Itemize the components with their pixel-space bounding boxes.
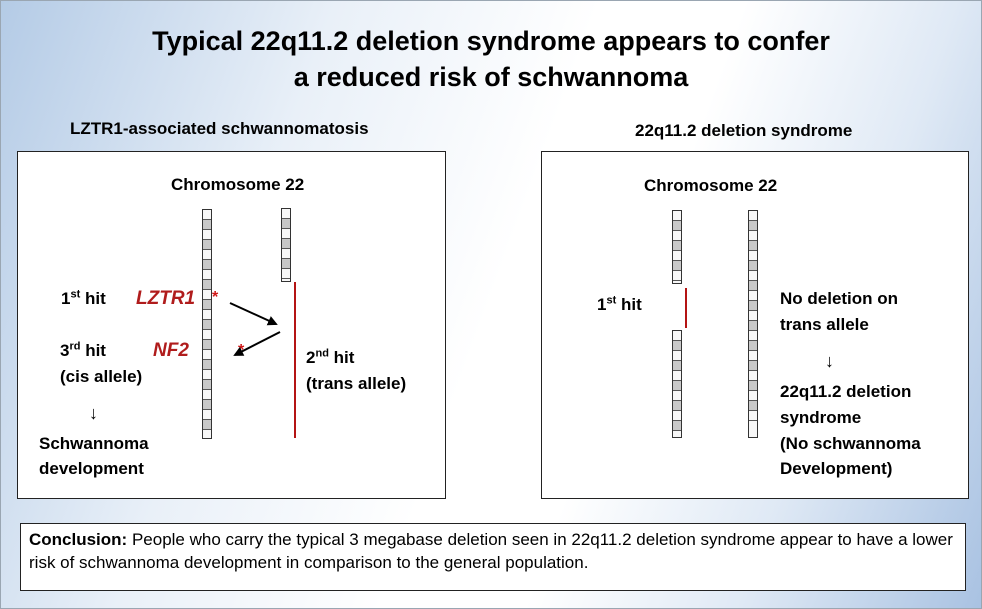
hit-arrows	[229, 302, 281, 356]
left-chromosome-cis	[202, 209, 212, 439]
left-panel-heading: LZTR1-associated schwannomatosis	[70, 119, 369, 138]
right-outcome-line-3: (No schwannoma	[780, 434, 921, 453]
left-chromosome-label: Chromosome 22	[171, 175, 305, 194]
right-first-hit-label: 1st hit	[597, 294, 642, 314]
left-down-arrow: ↓	[89, 403, 98, 423]
left-outcome-line-1: Schwannoma	[39, 434, 149, 453]
right-panel-heading: 22q11.2 deletion syndrome	[635, 121, 853, 140]
cis-allele-label: (cis allele)	[60, 367, 143, 386]
left-chromosome-trans-fragment	[281, 208, 291, 282]
right-outcome-line-4: Development)	[780, 459, 893, 478]
left-first-hit-label: 1st hit	[61, 288, 106, 308]
gene-lztr1-label: LZTR1	[136, 288, 196, 309]
right-outcome-line-2: syndrome	[780, 408, 862, 427]
lztr1-mutation-star: *	[212, 289, 219, 306]
right-deletion-marker	[685, 288, 687, 328]
no-deletion-line-1: No deletion on	[780, 289, 899, 308]
right-down-arrow: ↓	[825, 351, 834, 371]
left-deletion-marker	[294, 282, 296, 438]
left-second-hit-label: 2nd hit	[306, 347, 355, 367]
left-third-hit-label: 3rd hit	[60, 340, 106, 360]
right-chromosome-label: Chromosome 22	[644, 176, 778, 195]
arrow-to-second-hit	[229, 302, 278, 326]
right-chromosome-intact	[748, 210, 758, 438]
figure-title: Typical 22q11.2 deletion syndrome appear…	[1, 23, 981, 95]
gene-nf2-label: NF2	[153, 340, 189, 361]
right-chromosome-upper-segment	[672, 210, 682, 284]
right-panel: Chromosome 22 1st hit No deletion on tra…	[541, 151, 969, 499]
right-chromosome-lower-segment	[672, 330, 682, 438]
conclusion-box: Conclusion: People who carry the typical…	[20, 523, 966, 591]
conclusion-label: Conclusion:	[29, 530, 128, 549]
left-panel: Chromosome 22 1st hit LZTR1 * 3rd hit NF…	[17, 151, 446, 499]
right-outcome-line-1: 22q11.2 deletion	[780, 382, 912, 401]
arrow-from-second-hit	[233, 331, 281, 356]
title-line-2: a reduced risk of schwannoma	[293, 62, 689, 92]
left-outcome-line-2: development	[39, 459, 144, 478]
title-line-1: Typical 22q11.2 deletion syndrome appear…	[152, 26, 830, 56]
trans-allele-label: (trans allele)	[306, 374, 407, 393]
no-deletion-line-2: trans allele	[780, 315, 869, 334]
conclusion-text: People who carry the typical 3 megabase …	[29, 530, 953, 572]
